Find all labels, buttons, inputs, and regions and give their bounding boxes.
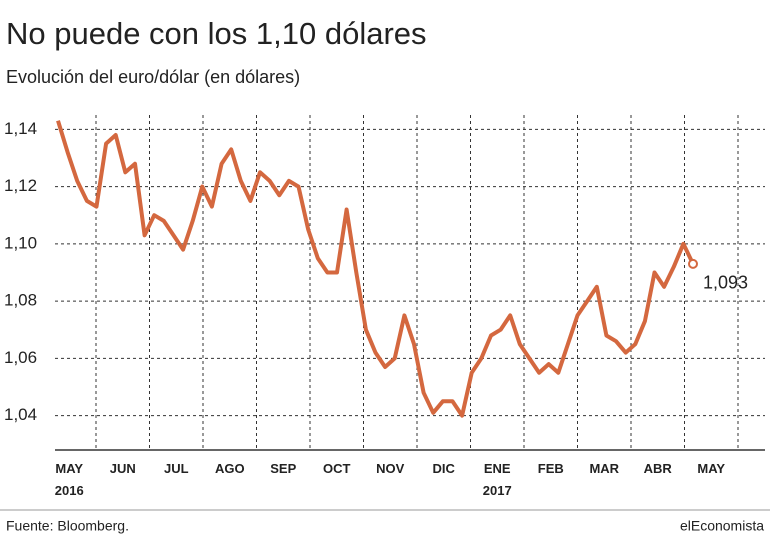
y-tick-label: 1,10 bbox=[4, 233, 37, 252]
x-tick-label: NOV bbox=[376, 461, 405, 476]
end-point bbox=[688, 258, 698, 269]
x-tick-label: FEB bbox=[537, 461, 564, 476]
chart-subtitle: Evolución del euro/dólar (en dólares) bbox=[6, 67, 300, 87]
x-tick-label: MAY 2016 bbox=[54, 461, 84, 498]
x-tick-label: SEP bbox=[270, 461, 297, 476]
y-tick-label: 1,08 bbox=[4, 291, 37, 310]
x-tick-label: OCT bbox=[323, 461, 351, 476]
y-tick-label: 1,12 bbox=[4, 176, 37, 195]
x-tick-label: MAY bbox=[697, 461, 726, 476]
x-tick-label: DIC bbox=[432, 461, 455, 476]
data-line bbox=[56, 120, 695, 418]
source: Fuente: Bloomberg. bbox=[6, 518, 129, 534]
y-tick-label: 1,04 bbox=[4, 405, 37, 424]
x-tick-label: AGO bbox=[214, 461, 245, 476]
x-tick-label: JUL bbox=[163, 461, 189, 476]
chart-title: No puede con los 1,10 dólares bbox=[6, 16, 427, 51]
x-tick-label: MAR bbox=[589, 461, 620, 476]
x-tick-label: ABR bbox=[643, 461, 672, 476]
data-label: 1,093 bbox=[703, 273, 748, 293]
x-tick-label: ENE 2017 bbox=[482, 461, 512, 498]
y-tick-label: 1,06 bbox=[4, 348, 37, 367]
x-tick-label: JUN bbox=[109, 461, 136, 476]
brand: elEconomista bbox=[680, 518, 764, 534]
y-tick-label: 1,14 bbox=[4, 119, 37, 138]
